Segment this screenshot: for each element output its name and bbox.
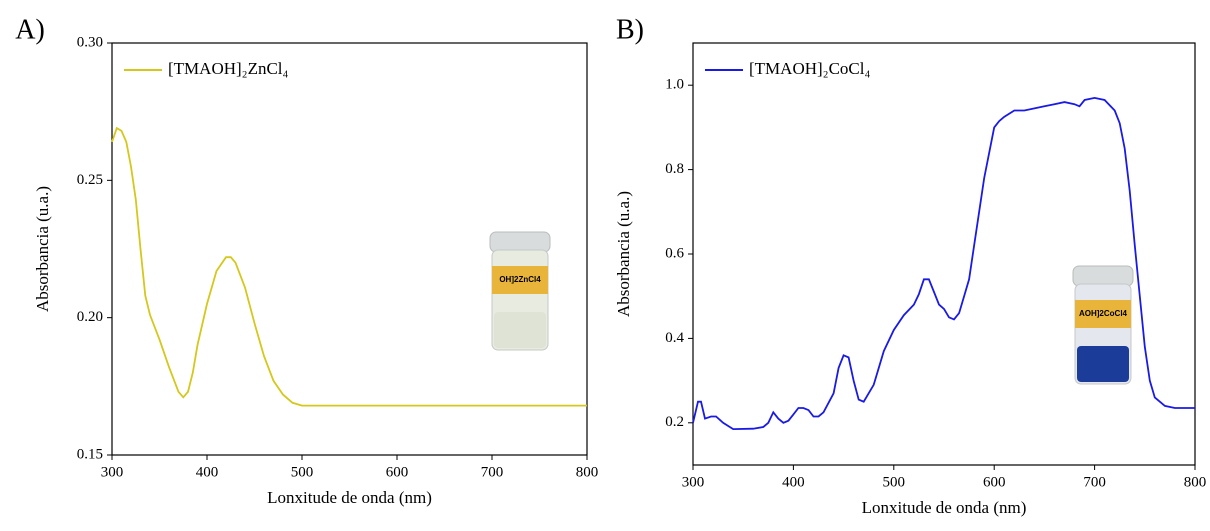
y-tick-label: 0.30 xyxy=(77,34,103,50)
x-tick-label: 600 xyxy=(983,474,1006,490)
x-tick-label: 500 xyxy=(291,464,314,480)
vial-inset: AOH]2CoCl4 xyxy=(1072,265,1134,385)
panel-label: A) xyxy=(15,14,45,45)
x-tick-label: 700 xyxy=(1083,474,1106,490)
y-axis-title: Absorbancia (u.a.) xyxy=(614,191,633,317)
data-line xyxy=(692,96,1195,431)
x-tick-label: 400 xyxy=(782,474,805,490)
vial-content xyxy=(494,312,546,348)
y-tick-label: 0.6 xyxy=(665,245,684,261)
vial-inset: OH]2ZnCl4 xyxy=(489,231,551,351)
x-tick-label: 600 xyxy=(386,464,409,480)
x-tick-label: 300 xyxy=(682,474,705,490)
panel: B) 300 400 500 600 700 800 0.2 0.4 0.6 0.8 1.0 Lonxi… xyxy=(614,14,1206,516)
y-tick-label: 1.0 xyxy=(665,77,684,93)
x-tick-label: 300 xyxy=(101,464,124,480)
data-line xyxy=(111,126,587,407)
y-tick-label: 0.25 xyxy=(77,172,103,188)
vial-cap xyxy=(489,231,551,253)
plot-frame xyxy=(111,42,588,456)
y-tick-label: 0.2 xyxy=(665,414,684,430)
vial-content xyxy=(1077,346,1129,382)
plot-frame xyxy=(692,42,1196,466)
y-axis-title: Absorbancia (u.a.) xyxy=(33,186,52,312)
x-tick-label: 800 xyxy=(1184,474,1207,490)
panel-label: B) xyxy=(616,14,644,45)
vial-label-text: AOH]2CoCl4 xyxy=(1079,309,1128,318)
legend-label: [TMAOH]₂CoCl₄ xyxy=(749,59,870,78)
vial-cap xyxy=(1072,265,1134,287)
y-tick-label: 0.4 xyxy=(665,330,684,346)
y-tick-label: 0.8 xyxy=(665,161,684,177)
panel: A) 300 400 500 600 700 800 0.15 0.20 0.25 0.30 Lonx… xyxy=(15,14,598,506)
y-tick-label: 0.15 xyxy=(77,446,103,462)
x-tick-label: 500 xyxy=(883,474,906,490)
vial-label xyxy=(492,266,548,294)
x-tick-label: 400 xyxy=(196,464,219,480)
vial-label-text: OH]2ZnCl4 xyxy=(499,275,541,284)
y-tick-label: 0.20 xyxy=(77,309,103,325)
x-axis-title: Lonxitude de onda (nm) xyxy=(267,488,432,507)
x-tick-label: 700 xyxy=(481,464,504,480)
vial-label xyxy=(1075,300,1131,328)
legend-label: [TMAOH]₂ZnCl₄ xyxy=(168,59,289,78)
x-tick-label: 800 xyxy=(576,464,599,480)
x-axis-title: Lonxitude de onda (nm) xyxy=(862,498,1027,517)
